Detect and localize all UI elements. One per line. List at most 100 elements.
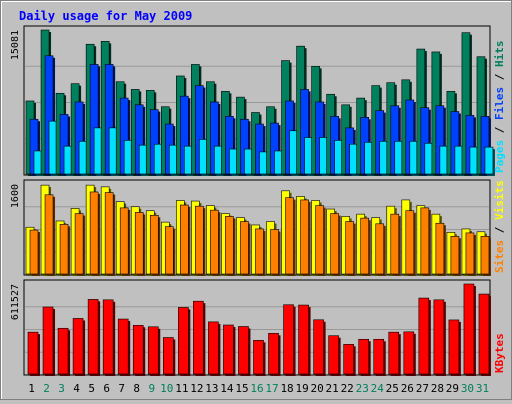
bar-kbytes-day-16-face: [253, 340, 264, 375]
bar-kbytes-day-23-face: [358, 338, 370, 375]
bar-sites-day-10-face: [164, 226, 174, 275]
bar-sites-day-18-face: [285, 197, 294, 275]
bar-kbytes-day-21-face: [328, 335, 339, 375]
bar-kbytes-day-21: [328, 335, 341, 376]
bar-sites-day-25: [390, 213, 401, 276]
bar-sites-day-21: [330, 213, 341, 276]
bar-kbytes-day-17: [268, 333, 281, 376]
panel-visits-sites: 1600 Sites / Visits: [10, 179, 506, 276]
x-tick-label: 19: [295, 382, 308, 395]
bar-sites-day-11: [180, 204, 191, 276]
x-tick-label: 27: [416, 382, 429, 395]
bar-sites-day-19: [300, 199, 311, 276]
x-tick-label: 1: [28, 382, 35, 395]
bar-kbytes-day-20-face: [313, 319, 324, 375]
x-tick-label: 2: [43, 382, 50, 395]
bar-kbytes-day-2: [42, 306, 56, 376]
bar-kbytes-day-5-face: [87, 299, 99, 375]
x-tick-label: 8: [133, 382, 140, 395]
bar-kbytes-day-10-face: [162, 337, 174, 375]
bar-kbytes-day-1: [27, 331, 40, 376]
x-tick-label: 16: [250, 382, 263, 395]
bar-kbytes-day-11-face: [178, 307, 189, 375]
bar-kbytes-day-30: [463, 283, 476, 376]
bar-sites-day-16: [255, 228, 266, 276]
x-tick-label: 5: [88, 382, 95, 395]
bar-kbytes-day-2-face: [42, 306, 54, 375]
bar-sites-day-28: [435, 222, 446, 276]
x-tick-label: 30: [461, 382, 474, 395]
bar-sites-day-7: [119, 207, 131, 276]
x-tick-label: 21: [326, 382, 339, 395]
bar-sites-day-9: [149, 214, 161, 276]
bar-kbytes-day-16: [253, 340, 266, 376]
bar-kbytes-day-27: [418, 297, 431, 376]
bar-sites-day-15-face: [240, 221, 249, 275]
bar-kbytes-day-24-face: [373, 338, 385, 375]
bar-sites-day-19-face: [300, 199, 309, 275]
x-tick-label: 17: [265, 382, 278, 395]
bar-kbytes-day-26: [403, 331, 416, 376]
bar-sites-day-1-face: [29, 229, 39, 275]
bar-kbytes-day-23: [358, 338, 371, 376]
bar-sites-day-21-face: [330, 213, 339, 275]
bar-kbytes-day-25-face: [388, 331, 400, 375]
bar-sites-day-17: [270, 229, 281, 276]
bar-kbytes-day-28-face: [433, 299, 445, 375]
legend-kbytes: KBytes: [493, 333, 506, 373]
bar-kbytes-day-13-face: [208, 321, 219, 375]
chart-panels: 15081 Pages / Files / Hits 1600 Sites / Vis…: [10, 25, 506, 376]
bar-sites-day-14-face: [225, 216, 234, 275]
x-tick-label: 15: [235, 382, 248, 395]
bar-kbytes-day-3: [57, 327, 71, 376]
bar-sites-day-8-face: [134, 212, 144, 275]
bar-sites-day-27-face: [420, 207, 430, 275]
x-tick-label: 6: [103, 382, 110, 395]
legend-separator: /: [493, 120, 506, 140]
bar-kbytes-day-15-face: [238, 326, 249, 375]
x-tick-label: 4: [73, 382, 80, 395]
bar-kbytes-day-15: [238, 326, 251, 376]
bar-sites-day-6: [104, 192, 116, 276]
bar-sites-day-31: [480, 236, 491, 276]
bar-sites-day-24-face: [375, 223, 385, 275]
bar-sites-day-23: [360, 217, 371, 276]
legend-item-pages: Pages: [493, 140, 506, 173]
bar-sites-day-22: [345, 221, 356, 276]
bar-kbytes-day-17-face: [268, 333, 279, 375]
bar-sites-day-3: [59, 224, 71, 276]
x-tick-label: 28: [431, 382, 444, 395]
bar-kbytes-day-9: [147, 326, 161, 376]
bar-kbytes-day-29: [448, 319, 461, 376]
bar-kbytes-day-24: [373, 338, 386, 376]
bar-kbytes-day-18-face: [283, 304, 294, 375]
legend-hits-files-pages: Pages / Files / Hits: [493, 41, 506, 174]
bar-kbytes-day-12: [193, 300, 206, 376]
bar-sites-day-31-face: [480, 236, 490, 275]
bar-kbytes-day-14-face: [223, 324, 234, 375]
bar-sites-day-15: [240, 221, 251, 276]
bar-sites-day-18: [285, 197, 296, 276]
panel-kbytes: 611527 KBytes: [10, 279, 506, 376]
x-tick-label: 14: [220, 382, 234, 395]
bar-sites-day-4: [74, 213, 86, 276]
legend-separator: /: [493, 220, 506, 240]
bar-sites-day-5: [89, 191, 101, 276]
bar-kbytes-day-12-face: [193, 300, 204, 375]
bar-sites-day-29: [450, 236, 461, 276]
bar-kbytes-day-29-face: [448, 319, 460, 375]
legend-item-hits: Hits: [493, 41, 506, 68]
bar-sites-day-29-face: [450, 236, 460, 275]
bar-kbytes-day-3-face: [57, 327, 69, 375]
bar-sites-day-4-face: [74, 213, 84, 275]
bar-sites-day-20: [315, 205, 326, 276]
legend-visits-sites: Sites / Visits: [493, 180, 506, 273]
bar-sites-day-6-face: [104, 192, 114, 275]
bar-kbytes-day-9-face: [147, 326, 159, 375]
panel-hits-files-pages: 15081 Pages / Files / Hits: [10, 25, 506, 177]
x-tick-label: 18: [280, 382, 293, 395]
bar-sites-day-22-face: [345, 221, 354, 275]
bar-kbytes-day-26-face: [403, 331, 415, 375]
bar-kbytes-day-8-face: [132, 324, 144, 375]
